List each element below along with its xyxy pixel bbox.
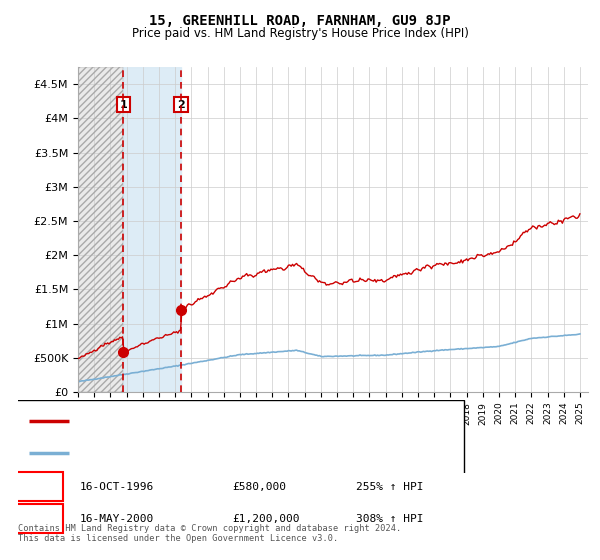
Text: 1: 1 <box>36 482 43 492</box>
Text: 2: 2 <box>36 514 43 524</box>
Text: Contains HM Land Registry data © Crown copyright and database right 2024.
This d: Contains HM Land Registry data © Crown c… <box>18 524 401 543</box>
Bar <box>78 67 123 392</box>
Text: £580,000: £580,000 <box>232 482 286 492</box>
Text: 308% ↑ HPI: 308% ↑ HPI <box>356 514 424 524</box>
FancyBboxPatch shape <box>13 400 464 474</box>
Text: 16-MAY-2000: 16-MAY-2000 <box>80 514 154 524</box>
Text: 16-OCT-1996: 16-OCT-1996 <box>80 482 154 492</box>
Text: 15, GREENHILL ROAD, FARNHAM, GU9 8JP: 15, GREENHILL ROAD, FARNHAM, GU9 8JP <box>149 14 451 28</box>
Text: 1: 1 <box>119 100 127 110</box>
Text: £1,200,000: £1,200,000 <box>232 514 300 524</box>
Text: 15, GREENHILL ROAD, FARNHAM, GU9 8JP (detached house): 15, GREENHILL ROAD, FARNHAM, GU9 8JP (de… <box>77 416 389 426</box>
Text: Price paid vs. HM Land Registry's House Price Index (HPI): Price paid vs. HM Land Registry's House … <box>131 27 469 40</box>
FancyBboxPatch shape <box>15 472 63 501</box>
Text: HPI: Average price, detached house, Waverley: HPI: Average price, detached house, Wave… <box>77 448 336 458</box>
Text: 255% ↑ HPI: 255% ↑ HPI <box>356 482 424 492</box>
Bar <box>78 67 123 392</box>
Bar <box>123 67 181 392</box>
Text: 2: 2 <box>177 100 185 110</box>
FancyBboxPatch shape <box>15 505 63 533</box>
